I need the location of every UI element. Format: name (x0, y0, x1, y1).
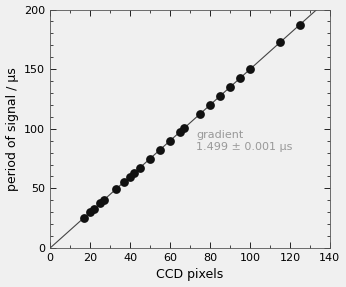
Point (277, 40, 283, 45)
Point (207, 103, 213, 107)
Point (131, 171, 137, 175)
Point (113, 187, 119, 191)
Point (157, 148, 163, 152)
Y-axis label: period of signal / μs: period of signal / μs (6, 67, 19, 191)
Point (87, 210, 93, 215)
Point (237, 76, 243, 81)
Point (167, 139, 173, 143)
Point (227, 85, 233, 90)
Point (147, 156, 153, 161)
Point (247, 67, 253, 71)
Point (101, 197, 107, 202)
Point (91, 206, 97, 211)
Point (297, 22, 303, 27)
Point (137, 165, 143, 170)
Text: gradient
1.499 ± 0.001 μs: gradient 1.499 ± 0.001 μs (196, 130, 292, 152)
Point (97, 201, 103, 206)
X-axis label: CCD pixels: CCD pixels (156, 268, 224, 282)
Point (127, 174, 133, 179)
Point (81, 215, 87, 220)
Point (181, 126, 187, 131)
Point (197, 112, 203, 116)
Point (177, 129, 183, 134)
Point (217, 94, 223, 98)
Point (121, 180, 127, 184)
